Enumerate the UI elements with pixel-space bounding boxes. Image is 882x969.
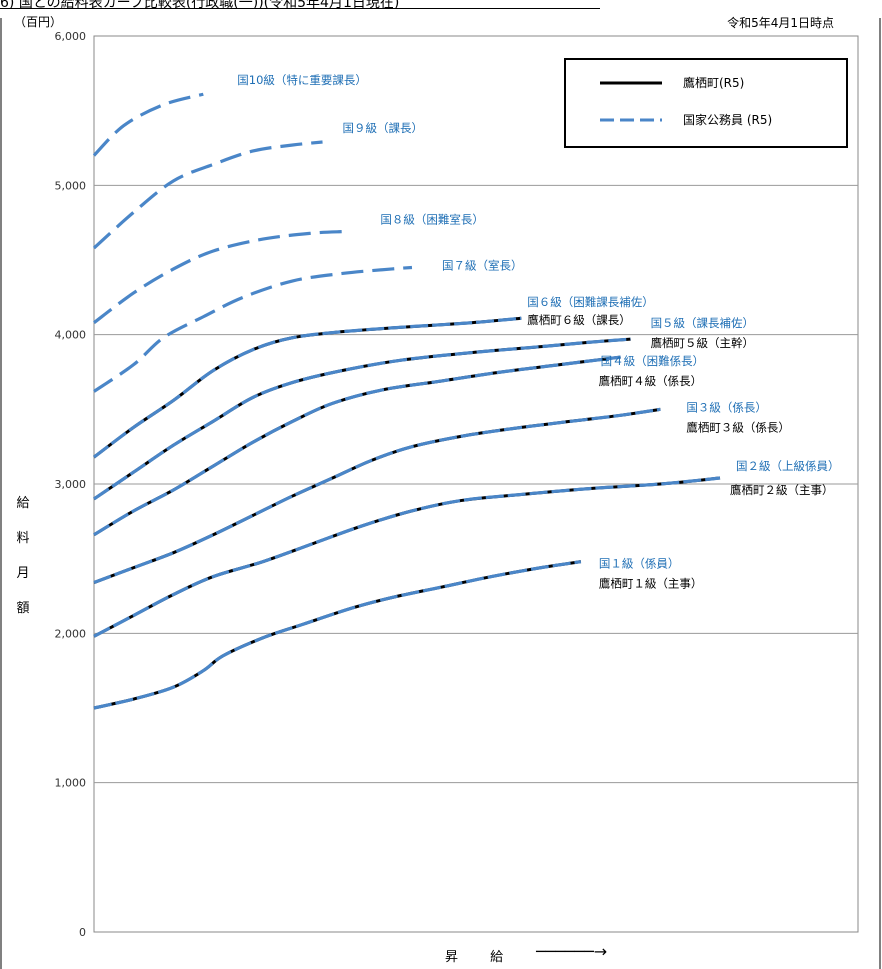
legend-label: 鷹栖町(R5) bbox=[683, 75, 744, 90]
y-axis-label: 給料月額 bbox=[16, 496, 30, 616]
national-curve-g6 bbox=[93, 316, 522, 459]
y-tick-label: 4,000 bbox=[55, 329, 87, 342]
national-curve-g10 bbox=[92, 92, 204, 157]
x-axis-label: 昇 給 bbox=[445, 950, 518, 965]
page-title: 6) 国との給料表カーブ比較表(行政職(一))(令和5年4月1日現在) bbox=[0, 0, 600, 11]
national-grade-label: 国10級（特に重要課長） bbox=[237, 73, 367, 87]
national-grade-label: 国７級（室長） bbox=[442, 258, 523, 272]
national-grade-label: 国４級（困難係長） bbox=[601, 354, 705, 368]
national-curve-g8 bbox=[93, 230, 343, 324]
y-tick-labels: 0 1,000 2,000 3,000 4,000 5,000 6,000 bbox=[55, 30, 87, 939]
town-grade-label: 鷹栖町５級（主幹） bbox=[651, 336, 755, 350]
national-curve-g2 bbox=[93, 476, 721, 638]
y-tick-label: 2,000 bbox=[55, 627, 87, 640]
national-curve-g5 bbox=[93, 337, 631, 501]
national-grade-label: 国９級（課長） bbox=[343, 121, 424, 135]
grid-lines bbox=[0, 18, 881, 969]
y-tick-label: 3,000 bbox=[55, 478, 87, 491]
y-tick-label: 6,000 bbox=[55, 30, 87, 43]
town-grade-label: 鷹栖町３級（係長） bbox=[686, 420, 790, 434]
y-tick-label: 0 bbox=[79, 926, 86, 939]
legend: 鷹栖町(R5) 国家公務員 (R5) bbox=[564, 58, 848, 148]
national-curve-g1 bbox=[93, 560, 582, 710]
national-grade-label: 国６級（困難課長補佐） bbox=[527, 295, 654, 309]
town-curve-g3 bbox=[93, 407, 661, 584]
national-curve-g4 bbox=[93, 355, 621, 537]
curve-labels: 国１級（係員） 鷹栖町１級（主事） 国２級（上級係員） 鷹栖町２級（主事） 国３級（係長… bbox=[237, 73, 839, 590]
national-grade-label: 国５級（課長補佐） bbox=[651, 316, 755, 330]
national-curve-g9 bbox=[92, 140, 323, 250]
town-grade-label: 鷹栖町４級（係長） bbox=[599, 374, 703, 388]
y-tick-label: 1,000 bbox=[55, 777, 87, 790]
national-grade-label: 国１級（係員） bbox=[599, 557, 680, 571]
legend-box bbox=[564, 58, 848, 148]
as-of-date: 令和5年4月1日時点 bbox=[727, 16, 834, 30]
national-grade-label: 国８級（困難室長） bbox=[380, 213, 484, 227]
national-grade-label: 国２級（上級係員） bbox=[736, 459, 840, 473]
town-curve-g5 bbox=[93, 337, 631, 501]
town-grade-label: 鷹栖町６級（課長） bbox=[527, 313, 631, 327]
y-tick-label: 5,000 bbox=[55, 179, 87, 192]
national-curve-g3 bbox=[93, 407, 661, 585]
legend-label: 国家公務員 (R5) bbox=[683, 112, 772, 127]
salary-curves bbox=[92, 92, 721, 710]
town-grade-label: 鷹栖町１級（主事） bbox=[599, 577, 703, 591]
town-grade-label: 鷹栖町２級（主事） bbox=[730, 483, 834, 497]
national-curve-g7 bbox=[93, 265, 413, 393]
national-grade-label: 国３級（係長） bbox=[686, 400, 767, 414]
town-curve-g1 bbox=[93, 560, 582, 710]
x-axis-arrow: ──────→ bbox=[536, 942, 608, 961]
y-unit-label: （百円） bbox=[14, 15, 63, 29]
